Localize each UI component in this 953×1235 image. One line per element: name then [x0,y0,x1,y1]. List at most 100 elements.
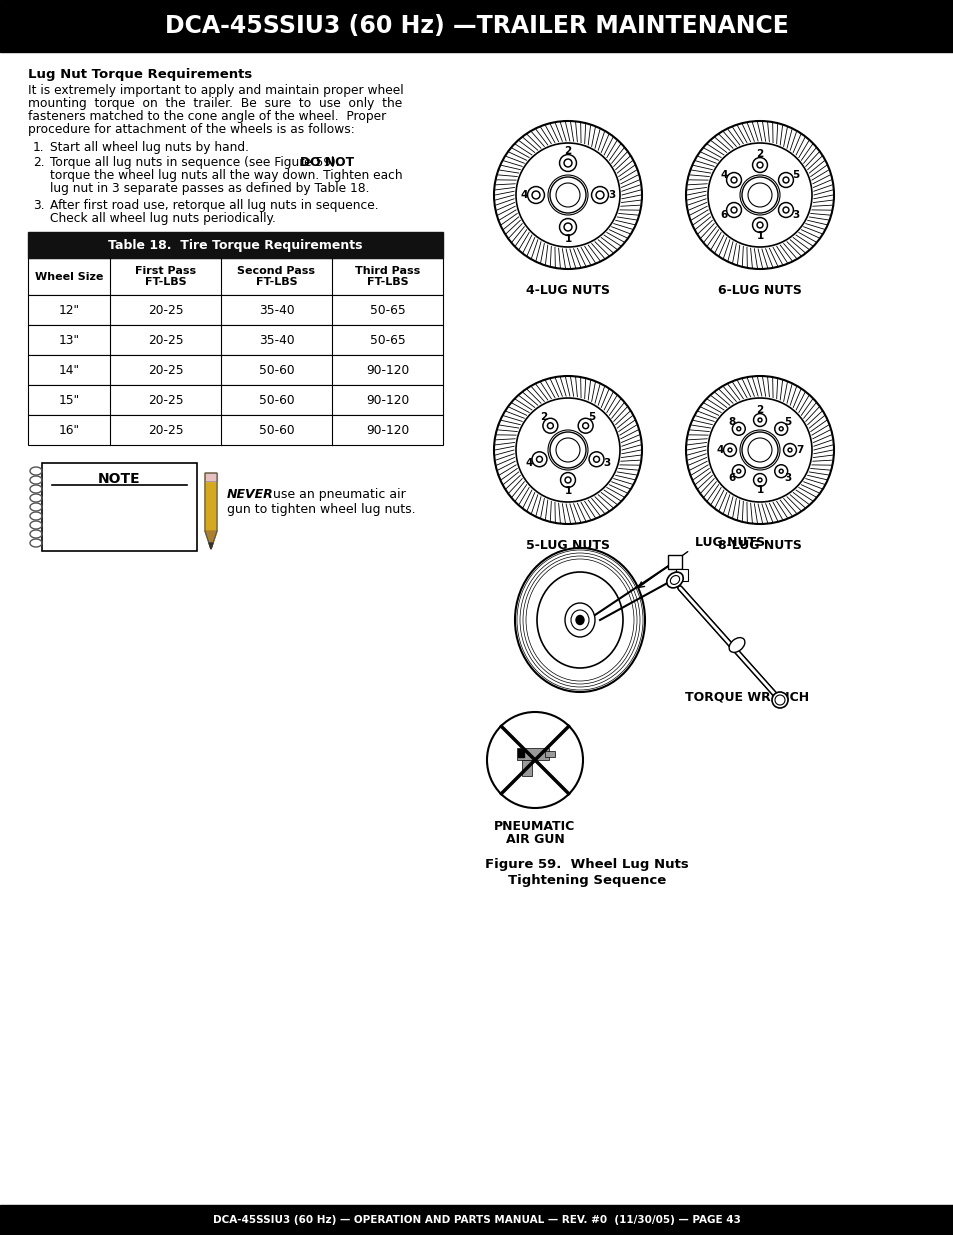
Text: 5-LUG NUTS: 5-LUG NUTS [525,538,609,552]
Circle shape [727,204,740,216]
Circle shape [565,225,570,230]
Ellipse shape [571,610,588,630]
Bar [205,473,216,480]
Text: 3: 3 [608,190,615,200]
Circle shape [591,186,608,204]
Text: 90-120: 90-120 [366,424,409,436]
Bar [667,555,681,569]
Text: DO NOT: DO NOT [299,156,354,169]
Text: 3: 3 [783,473,791,483]
Circle shape [758,163,760,167]
Text: 2: 2 [539,411,547,422]
Circle shape [779,427,782,431]
Circle shape [494,375,641,524]
Ellipse shape [576,615,583,625]
Bar [28,354,442,385]
Circle shape [730,177,737,183]
Bar [0,0,953,52]
Circle shape [782,177,788,183]
Text: 6: 6 [727,473,735,483]
Text: 7: 7 [796,445,802,454]
Text: 15": 15" [58,394,79,406]
Circle shape [542,419,558,433]
Circle shape [778,173,793,188]
Circle shape [722,443,736,457]
Circle shape [754,415,764,425]
Circle shape [550,432,585,468]
Circle shape [774,422,787,435]
Bar [205,473,216,480]
Text: 20-25: 20-25 [148,424,183,436]
Text: Start all wheel lug nuts by hand.: Start all wheel lug nuts by hand. [50,141,249,154]
Circle shape [787,448,791,452]
Text: 2: 2 [564,146,571,156]
Circle shape [732,464,744,478]
Text: AIR GUN: AIR GUN [505,832,564,846]
Bar [28,258,442,295]
Text: 13": 13" [58,333,79,347]
Text: 20-25: 20-25 [148,304,183,316]
Bar [28,415,442,445]
Circle shape [754,475,764,485]
Circle shape [724,445,734,454]
Circle shape [771,692,787,708]
Circle shape [782,207,788,212]
Text: 1: 1 [756,231,762,241]
Circle shape [486,713,582,808]
Text: 2.: 2. [33,156,45,169]
Circle shape [732,209,735,211]
Circle shape [753,219,765,231]
Circle shape [726,173,740,188]
Circle shape [784,445,794,454]
Circle shape [561,474,574,487]
Bar [517,752,523,755]
Text: NOTE: NOTE [98,472,141,487]
Circle shape [774,464,787,478]
Text: TORQUE WRENCH: TORQUE WRENCH [684,690,808,703]
Text: 35-40: 35-40 [258,333,294,347]
Bar [521,760,532,776]
Text: 20-25: 20-25 [148,363,183,377]
Text: Torque all lug nuts in sequence (see Figure 59).: Torque all lug nuts in sequence (see Fig… [50,156,347,169]
Ellipse shape [666,572,682,588]
Circle shape [730,207,737,212]
Circle shape [732,179,735,182]
Circle shape [560,156,575,170]
Bar [28,385,442,415]
Circle shape [747,438,771,462]
Text: 90-120: 90-120 [366,394,409,406]
Text: 1: 1 [564,233,571,245]
Bar [28,325,442,354]
Circle shape [593,456,598,462]
Text: After first road use, retorque all lug nuts in sequence.: After first road use, retorque all lug n… [50,199,378,212]
Bar [28,295,442,325]
Circle shape [727,174,740,186]
Circle shape [595,458,598,461]
Text: use an pneumatic air: use an pneumatic air [269,488,405,501]
Circle shape [707,398,811,501]
Circle shape [753,159,765,170]
Text: 6: 6 [720,210,727,221]
Text: 3: 3 [602,458,610,468]
Circle shape [494,121,641,269]
Circle shape [685,375,833,524]
Circle shape [588,452,603,467]
Circle shape [758,417,761,422]
Circle shape [733,467,743,477]
Text: 4: 4 [519,190,527,200]
Text: It is extremely important to apply and maintain proper wheel: It is extremely important to apply and m… [28,84,403,98]
Text: 6-LUG NUTS: 6-LUG NUTS [718,284,801,296]
Circle shape [752,217,767,232]
Text: 5: 5 [783,416,791,427]
Ellipse shape [564,603,595,637]
Circle shape [583,425,586,427]
Text: Check all wheel lug nuts periodically.: Check all wheel lug nuts periodically. [50,212,275,225]
Bar [544,751,555,757]
Circle shape [778,203,793,217]
Text: 4-LUG NUTS: 4-LUG NUTS [525,284,609,296]
Text: 2: 2 [756,405,762,415]
Circle shape [783,209,786,211]
Circle shape [564,477,571,483]
Circle shape [780,174,791,186]
Text: 3.: 3. [33,199,45,212]
